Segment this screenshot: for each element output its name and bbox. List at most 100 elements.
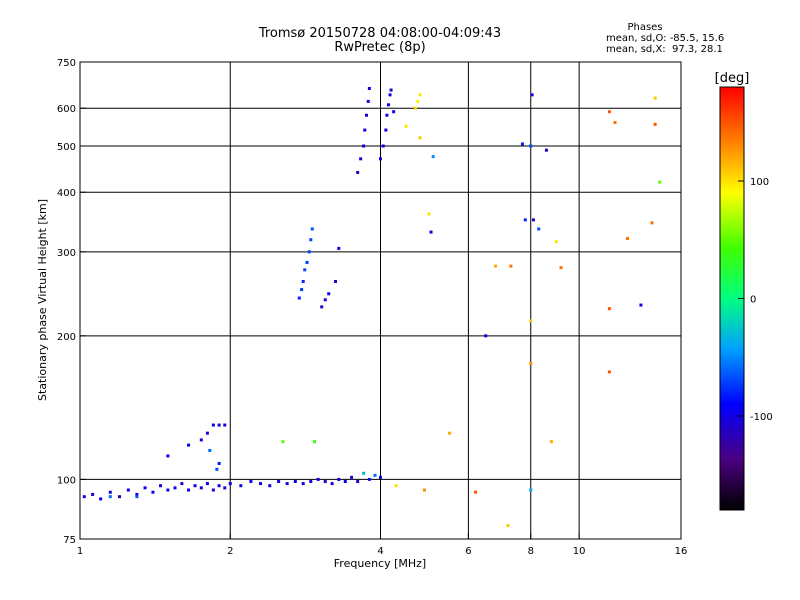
chart-title: Tromsø 20150728 04:08:00-04:09:43 (258, 26, 502, 41)
data-point (303, 268, 307, 272)
data-point (320, 305, 324, 309)
data-point (249, 479, 253, 483)
data-point (388, 93, 392, 97)
data-point (208, 448, 212, 452)
data-points (82, 86, 662, 528)
data-point (297, 296, 301, 300)
data-point (151, 490, 155, 494)
data-point (99, 497, 103, 501)
data-point (607, 307, 611, 311)
x-tick-label: 6 (465, 546, 471, 557)
data-point (281, 440, 285, 444)
data-point (367, 477, 371, 481)
data-point (228, 482, 232, 486)
data-point (199, 486, 203, 490)
y-tick-label: 750 (57, 58, 76, 69)
data-point (379, 475, 382, 479)
data-point (366, 99, 370, 103)
data-point (413, 106, 417, 110)
phase-stats-o: mean, sd,O: -85.5, 15.6 (606, 33, 725, 44)
data-point (223, 423, 227, 427)
data-point (529, 361, 533, 365)
data-point (211, 423, 215, 427)
data-point (217, 484, 221, 488)
data-point (211, 488, 215, 492)
data-point (108, 490, 112, 494)
phases-heading: Phases (627, 22, 663, 33)
y-tick-label: 600 (57, 104, 76, 115)
data-point (166, 488, 170, 492)
x-tick-label: 1 (77, 546, 83, 557)
y-tick-label: 400 (57, 188, 76, 199)
data-point (392, 110, 396, 114)
data-point (343, 479, 347, 483)
data-point (259, 482, 263, 486)
data-point (159, 484, 163, 488)
data-point (268, 484, 272, 488)
data-point (307, 250, 311, 254)
data-point (223, 486, 227, 490)
data-point (404, 124, 408, 128)
colorbar-ticks: 100 0 -100 (738, 177, 773, 423)
data-point (173, 486, 177, 490)
data-point (333, 279, 337, 283)
data-point (367, 86, 371, 90)
data-point (199, 438, 203, 442)
data-point (544, 148, 548, 152)
data-point (422, 488, 426, 492)
data-point (529, 488, 533, 492)
data-point (285, 482, 289, 486)
y-tick-label: 300 (57, 248, 76, 259)
data-point (523, 218, 527, 222)
colorbar-unit-label: [deg] (715, 71, 750, 86)
colorbar-tick-label: -100 (750, 412, 773, 423)
data-point (301, 482, 305, 486)
data-point (429, 230, 433, 234)
data-point (337, 477, 341, 481)
data-point (427, 212, 431, 216)
data-point (239, 484, 243, 488)
data-point (356, 479, 360, 483)
data-point (108, 495, 112, 499)
y-axis-ticks: 75 100 200 300 400 500 600 750 (57, 58, 86, 546)
data-point (484, 334, 488, 338)
x-tick-label: 2 (227, 546, 233, 557)
data-point (356, 170, 360, 174)
data-point (473, 490, 477, 494)
data-point (613, 121, 617, 125)
data-point (379, 157, 382, 161)
data-point (537, 227, 541, 231)
data-point (530, 93, 534, 97)
data-point (310, 227, 314, 231)
data-point (205, 482, 209, 486)
data-point (554, 240, 558, 244)
data-point (394, 484, 398, 488)
data-point (215, 467, 219, 471)
data-point (448, 431, 452, 435)
data-point (559, 266, 563, 270)
data-point (607, 110, 611, 114)
data-point (180, 482, 184, 486)
data-point (309, 238, 313, 242)
data-point (509, 264, 513, 268)
data-point (431, 155, 435, 159)
data-point (82, 495, 86, 499)
colorbar-tick-label: 0 (750, 295, 756, 306)
data-point (205, 431, 209, 435)
y-axis-label: Stationary phase Virtual Height [km] (36, 199, 49, 401)
data-point (418, 93, 422, 97)
data-point (217, 461, 221, 465)
data-point (323, 298, 327, 302)
data-point (277, 479, 281, 483)
data-point (135, 495, 139, 499)
data-point (373, 473, 377, 477)
data-point (416, 99, 420, 103)
data-point (362, 471, 366, 475)
data-point (529, 319, 533, 323)
data-point (293, 479, 297, 483)
data-point (143, 486, 147, 490)
data-point (187, 443, 191, 447)
data-point (365, 113, 369, 117)
data-point (312, 440, 316, 444)
